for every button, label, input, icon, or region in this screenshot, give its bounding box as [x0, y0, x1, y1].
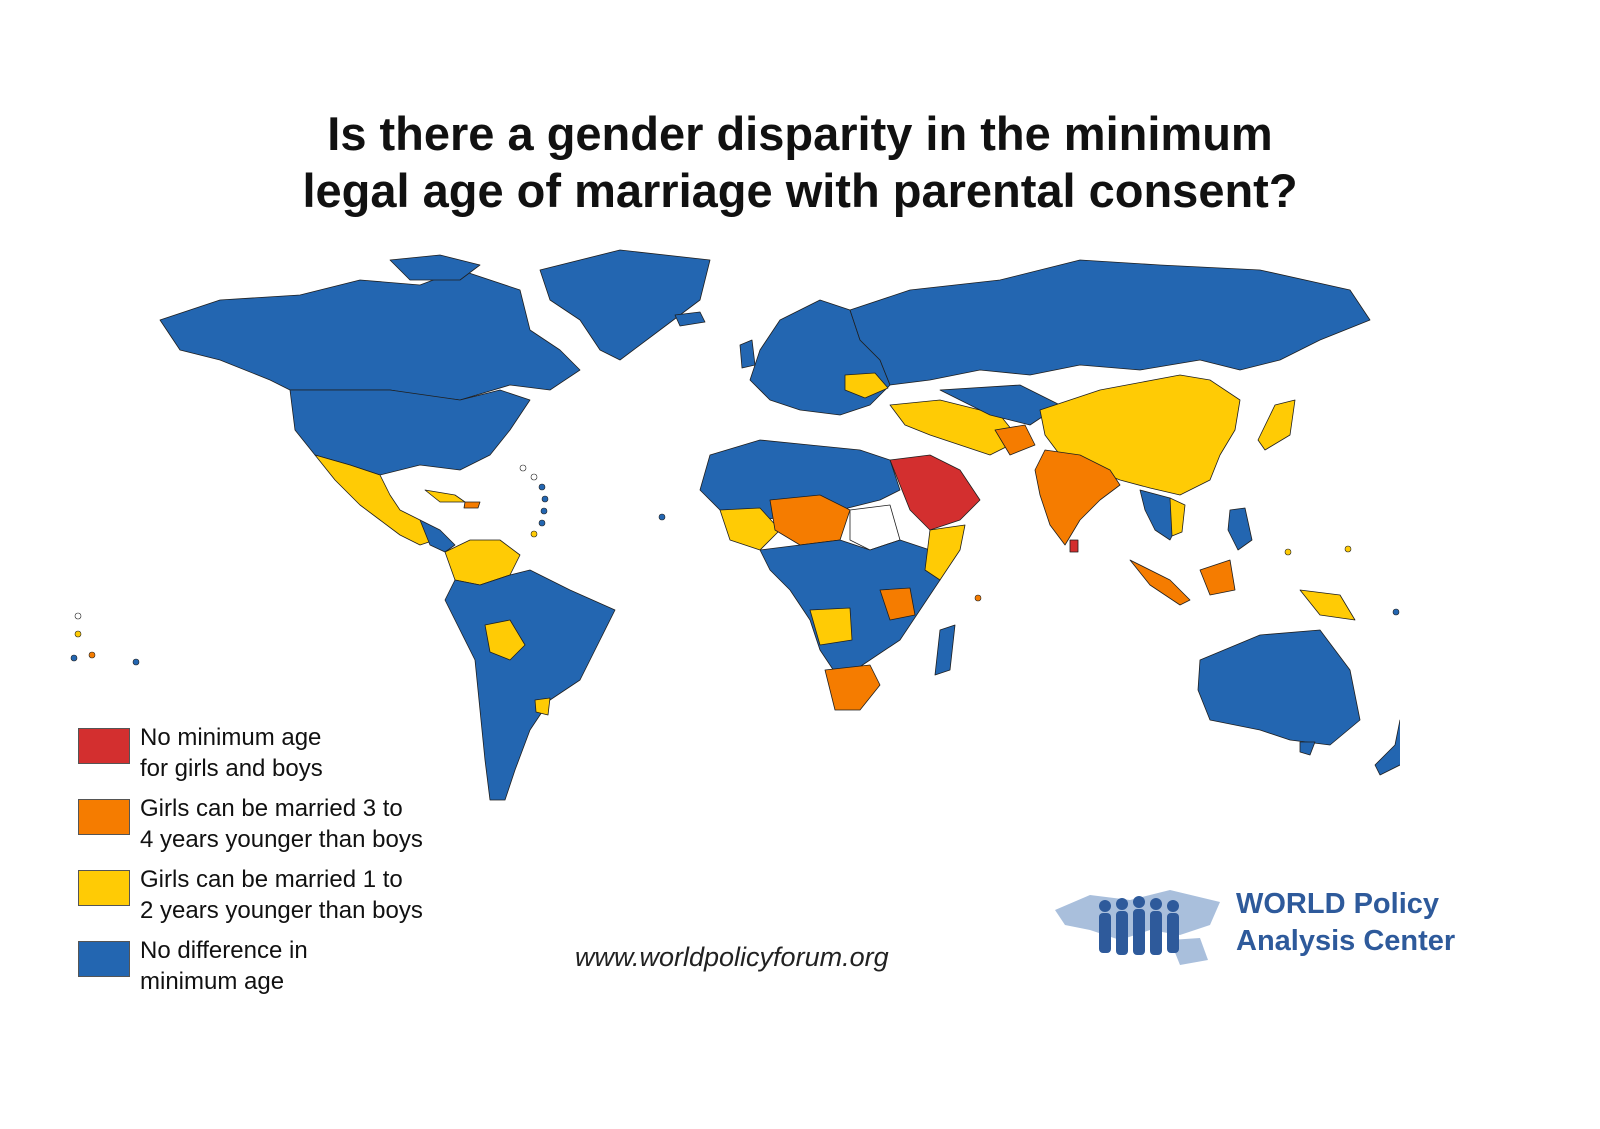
- region-angola: [809, 607, 853, 646]
- island-dot: [538, 519, 546, 527]
- region-horn-of-africa: [924, 524, 966, 581]
- island-dot: [530, 473, 538, 481]
- legend-swatch-red: [78, 728, 130, 764]
- region-australia: [1197, 629, 1361, 746]
- world-people-silhouette-icon: [1055, 890, 1220, 965]
- region-saudi-arabia: [889, 454, 981, 531]
- legend-item-no-difference: No difference in minimum age: [78, 937, 498, 1005]
- region-indonesia: [1129, 559, 1191, 606]
- region-sri-lanka: [1069, 539, 1079, 553]
- island-dot: [658, 513, 666, 521]
- legend-label: 4 years younger than boys: [140, 826, 423, 853]
- island-dot: [541, 495, 549, 503]
- legend-label: No difference in: [140, 937, 308, 964]
- region-west-africa-yellow: [719, 507, 781, 551]
- region-bolivia: [484, 619, 526, 661]
- region-uruguay: [534, 697, 551, 716]
- legend-label: Girls can be married 3 to: [140, 795, 403, 822]
- island-dot: [540, 507, 548, 515]
- map-title: Is there a gender disparity in the minim…: [0, 105, 1600, 219]
- legend-swatch-yellow: [78, 870, 130, 906]
- title-line-2: legal age of marriage with parental cons…: [302, 164, 1298, 217]
- region-vietnam: [1169, 497, 1186, 537]
- region-iceland: [674, 311, 706, 327]
- region-japan: [1257, 399, 1296, 451]
- island-dot: [88, 651, 96, 659]
- region-tasmania: [1299, 741, 1316, 756]
- world-policy-logo: WORLD Policy Analysis Center: [1050, 880, 1490, 980]
- region-russia: [849, 259, 1371, 386]
- legend-item-no-minimum: No minimum age for girls and boys: [78, 724, 498, 792]
- legend-swatch-orange: [78, 799, 130, 835]
- region-new-zealand: [1374, 719, 1400, 776]
- region-south-africa: [824, 664, 881, 711]
- region-canada: [159, 269, 581, 401]
- world-map: [70, 249, 1400, 801]
- island-dot: [1284, 548, 1292, 556]
- legend-label: No minimum age: [140, 724, 322, 751]
- region-madagascar: [934, 624, 956, 676]
- legend-item-three-four-years: Girls can be married 3 to 4 years younge…: [78, 795, 498, 863]
- region-arctic-islands: [389, 254, 481, 281]
- legend-label: minimum age: [140, 968, 285, 995]
- region-papua: [1299, 589, 1356, 621]
- island-dot: [519, 464, 527, 472]
- island-dot: [132, 658, 140, 666]
- island-dot: [74, 630, 82, 638]
- title-line-1: Is there a gender disparity in the minim…: [327, 107, 1273, 160]
- region-greenland: [539, 249, 711, 361]
- website-link[interactable]: www.worldpolicyforum.org: [575, 942, 889, 972]
- island-dot: [530, 530, 538, 538]
- legend-label: Girls can be married 1 to: [140, 866, 403, 893]
- logo-line-2: Analysis Center: [1236, 925, 1456, 957]
- region-tanzania: [879, 587, 916, 621]
- island-dot: [974, 594, 982, 602]
- region-india: [1034, 449, 1121, 546]
- island-dot: [538, 483, 546, 491]
- island-dot: [74, 612, 82, 620]
- region-caribbean-2: [463, 501, 481, 509]
- legend-label: 2 years younger than boys: [140, 897, 423, 924]
- island-dot: [1344, 545, 1352, 553]
- region-indonesia-2: [1199, 559, 1236, 596]
- region-caribbean: [424, 489, 466, 503]
- region-philippines: [1227, 507, 1253, 551]
- region-afghanistan: [994, 424, 1036, 456]
- legend-label: for girls and boys: [140, 755, 323, 782]
- region-ukraine: [844, 372, 889, 399]
- island-dot: [1392, 608, 1400, 616]
- region-uk: [739, 339, 756, 369]
- island-dot: [70, 654, 78, 662]
- logo-line-1: WORLD Policy: [1236, 888, 1440, 920]
- legend-item-one-two-years: Girls can be married 1 to 2 years younge…: [78, 866, 498, 934]
- region-central-america: [419, 519, 456, 553]
- legend-swatch-blue: [78, 941, 130, 977]
